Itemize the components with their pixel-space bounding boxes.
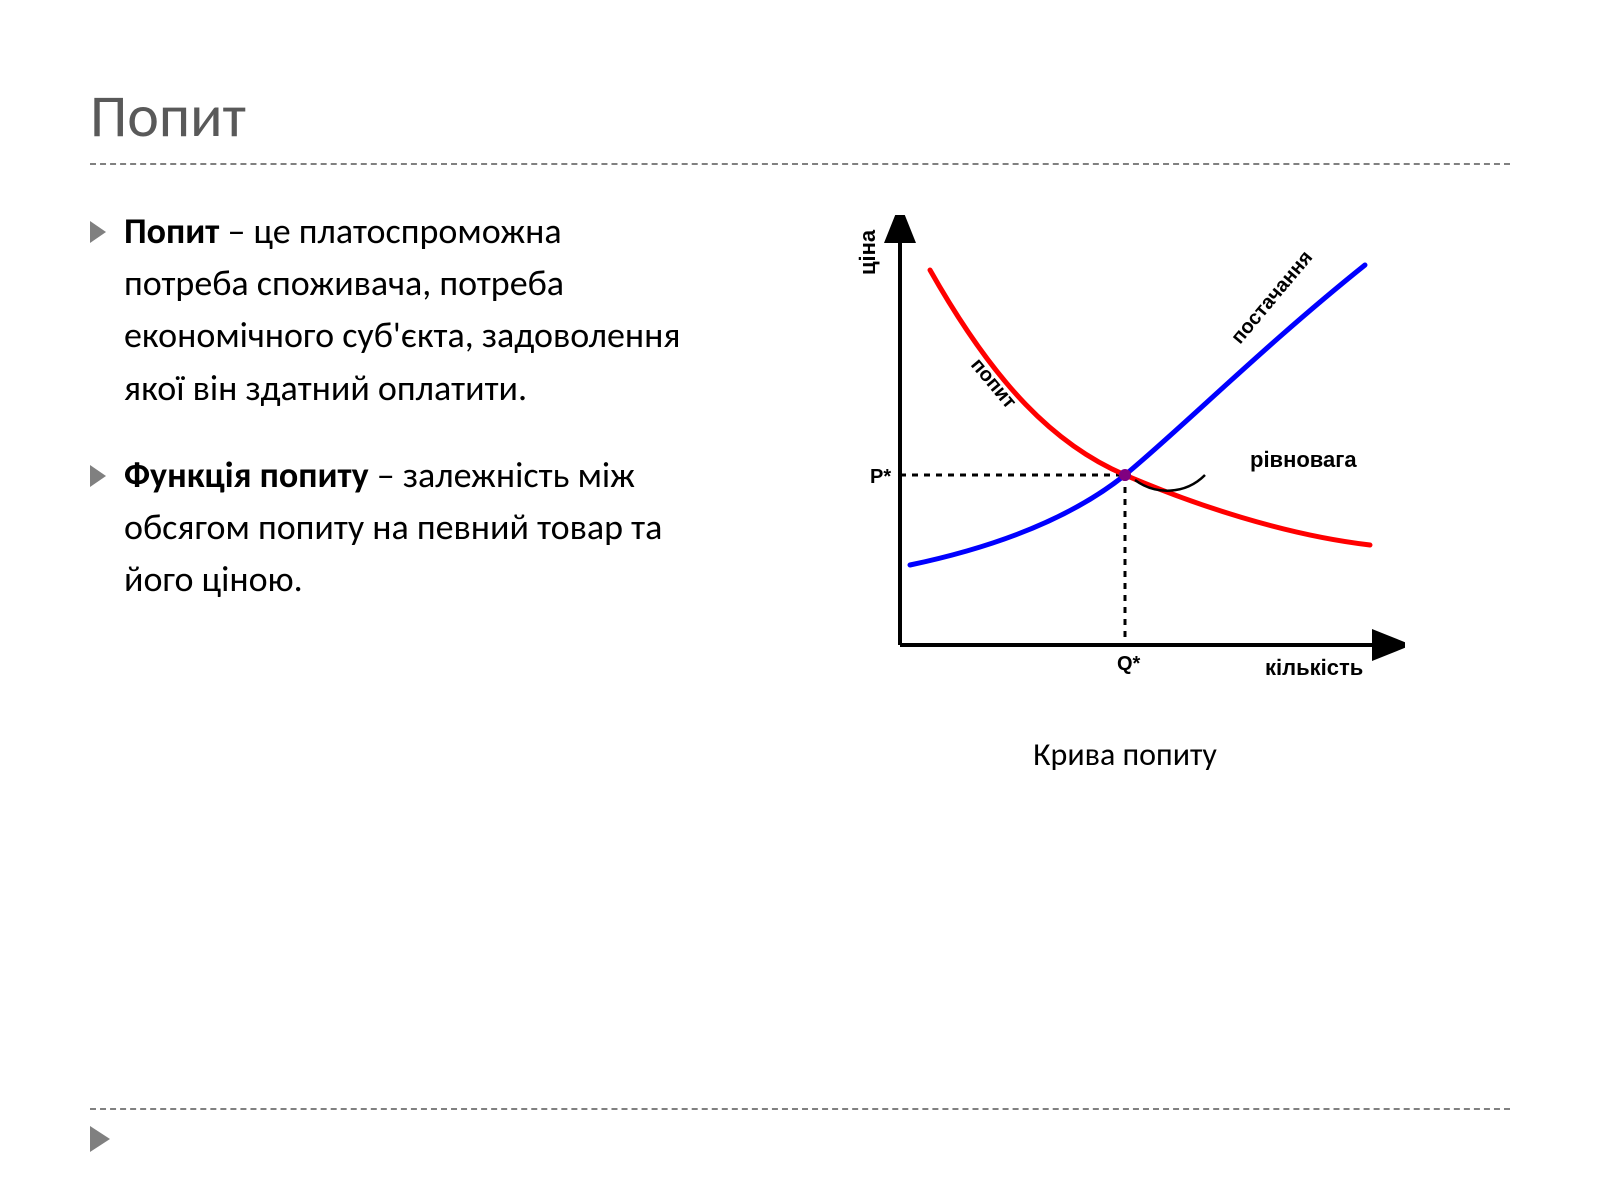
bottom-divider — [90, 1108, 1510, 1110]
bullet-item: Функція попиту – залежність між обсягом … — [90, 449, 690, 606]
svg-text:ціна: ціна — [855, 229, 880, 275]
chart-caption: Крива попиту — [1033, 735, 1217, 774]
supply-demand-chart: цінакількістьпопитпостачаннярівновагаP*Q… — [845, 215, 1405, 705]
title-divider — [90, 163, 1510, 165]
bullet-text: Попит – це платоспроможна потреба спожив… — [124, 205, 690, 414]
bullet-text: Функція попиту – залежність між обсягом … — [124, 449, 690, 606]
bullet-bold: Попит — [124, 209, 219, 253]
slide-title: Попит — [90, 80, 1510, 153]
chevron-right-icon — [90, 465, 106, 487]
bullet-item: Попит – це платоспроможна потреба спожив… — [90, 205, 690, 414]
content-row: Попит – це платоспроможна потреба спожив… — [90, 205, 1510, 774]
chevron-right-icon — [90, 221, 106, 243]
bullet-bold: Функція попиту — [124, 453, 369, 497]
corner-chevron-icon — [90, 1126, 110, 1152]
svg-text:рівновага: рівновага — [1250, 447, 1357, 472]
svg-text:постачання: постачання — [1227, 247, 1317, 349]
svg-text:P*: P* — [870, 466, 891, 488]
chart-column: цінакількістьпопитпостачаннярівновагаP*Q… — [740, 205, 1510, 774]
svg-text:Q*: Q* — [1117, 653, 1141, 675]
text-column: Попит – це платоспроможна потреба спожив… — [90, 205, 690, 774]
svg-text:кількість: кількість — [1265, 655, 1363, 680]
